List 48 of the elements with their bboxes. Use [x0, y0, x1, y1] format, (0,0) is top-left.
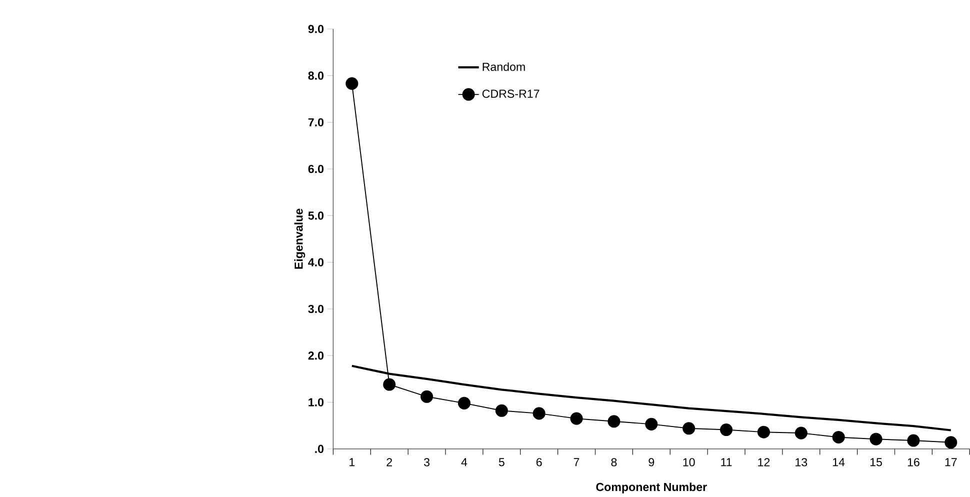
point — [608, 415, 620, 428]
x-tick-label: 14 — [833, 458, 845, 466]
point — [532, 407, 546, 420]
y-tick-label: 7.0 — [308, 118, 324, 127]
x-axis-title: Component Number — [596, 482, 707, 494]
point — [757, 426, 770, 439]
y-tick-label: 4.0 — [308, 258, 324, 267]
x-tick-label: 10 — [683, 458, 695, 466]
x-tick-label: 13 — [796, 458, 808, 466]
x-tick-label: 3 — [424, 458, 430, 466]
legend-label: Random — [482, 62, 525, 72]
point — [944, 436, 958, 449]
point — [570, 412, 583, 426]
point — [794, 426, 808, 440]
y-tick-label: 5.0 — [308, 212, 324, 220]
x-tick-label: 7 — [574, 458, 580, 466]
y-tick-label: 3.0 — [308, 305, 324, 314]
x-tick-label: 17 — [945, 458, 957, 466]
point — [420, 390, 434, 404]
x-tick-label: 1 — [350, 458, 355, 466]
x-tick-label: 8 — [611, 458, 617, 466]
x-tick-label: 12 — [758, 458, 770, 466]
point — [907, 434, 920, 447]
y-tick-label: 1.0 — [308, 398, 324, 407]
x-tick-label: 9 — [648, 458, 654, 466]
point — [645, 418, 658, 431]
y-axis-title: Eigenvalue — [294, 208, 306, 269]
point — [458, 397, 470, 410]
y-tick-label: 9.0 — [308, 25, 324, 34]
x-tick-label: 2 — [386, 458, 392, 466]
y-tick-label: 6.0 — [308, 165, 324, 174]
point — [495, 404, 508, 418]
y-tick-label: 8.0 — [308, 72, 324, 80]
point — [870, 433, 882, 446]
x-tick-label: 5 — [498, 458, 504, 466]
x-tick-label: 15 — [870, 458, 882, 466]
point — [346, 77, 358, 90]
x-tick-label: 11 — [721, 458, 732, 466]
x-tick-label: 16 — [908, 458, 920, 466]
x-tick-label: 4 — [461, 458, 468, 466]
legend-label: CDRS-R17 — [482, 90, 540, 98]
x-tick-label: 6 — [536, 458, 542, 466]
point — [720, 424, 733, 436]
y-tick-label: 2.0 — [308, 352, 324, 360]
point — [832, 431, 845, 444]
point — [682, 422, 696, 435]
y-tick-label: .0 — [315, 445, 324, 454]
point — [383, 378, 396, 391]
